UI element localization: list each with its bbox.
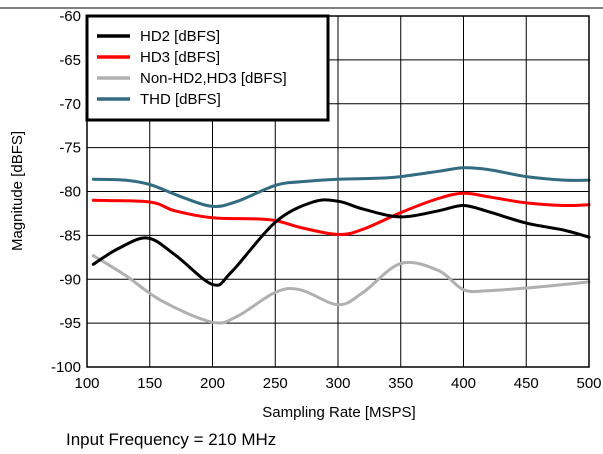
y-tick-label: -85 — [59, 227, 81, 244]
x-tick-label: 500 — [576, 375, 601, 392]
y-axis-label: Magnitude [dBFS] — [9, 131, 26, 251]
x-tick-label: 400 — [451, 375, 476, 392]
y-tick-label: -65 — [59, 52, 81, 69]
y-tick-label: -90 — [59, 271, 81, 288]
y-tick-label: -95 — [59, 315, 81, 332]
y-tick-label: -75 — [59, 140, 81, 157]
x-tick-label: 250 — [263, 375, 288, 392]
footnote: Input Frequency = 210 MHz — [66, 430, 276, 449]
y-tick-label: -80 — [59, 184, 81, 201]
legend-label-0: HD2 [dBFS] — [140, 28, 220, 45]
series-line-2 — [91, 254, 591, 325]
x-tick-label: 100 — [74, 375, 99, 392]
x-tick-label: 200 — [200, 375, 225, 392]
series-line-0 — [91, 198, 591, 287]
x-tick-label: 450 — [514, 375, 539, 392]
legend: HD2 [dBFS] HD3 [dBFS] Non-HD2,HD3 [dBFS] TH… — [85, 14, 330, 122]
series-line-1 — [91, 191, 591, 237]
y-tick-label: -60 — [59, 8, 81, 25]
legend-box — [85, 14, 330, 122]
legend-label-3: THD [dBFS] — [140, 91, 221, 108]
legend-label-1: HD3 [dBFS] — [140, 49, 220, 66]
x-tick-label: 350 — [388, 375, 413, 392]
y-tick-label: -100 — [51, 359, 81, 376]
series-line-3 — [91, 166, 591, 209]
plot-border — [86, 15, 590, 368]
plot-frame — [86, 15, 590, 368]
series-layer — [91, 166, 591, 325]
x-tick-label: 300 — [325, 375, 350, 392]
tick-labels: 100 150 200 250 300 350 400 450 500 -60 -65 -70 -75 -… — [51, 8, 602, 392]
y-tick-label: -70 — [59, 96, 81, 113]
x-axis-label: Sampling Rate [MSPS] — [262, 404, 415, 421]
x-tick-label: 150 — [137, 375, 162, 392]
legend-label-2: Non-HD2,HD3 [dBFS] — [140, 70, 287, 87]
